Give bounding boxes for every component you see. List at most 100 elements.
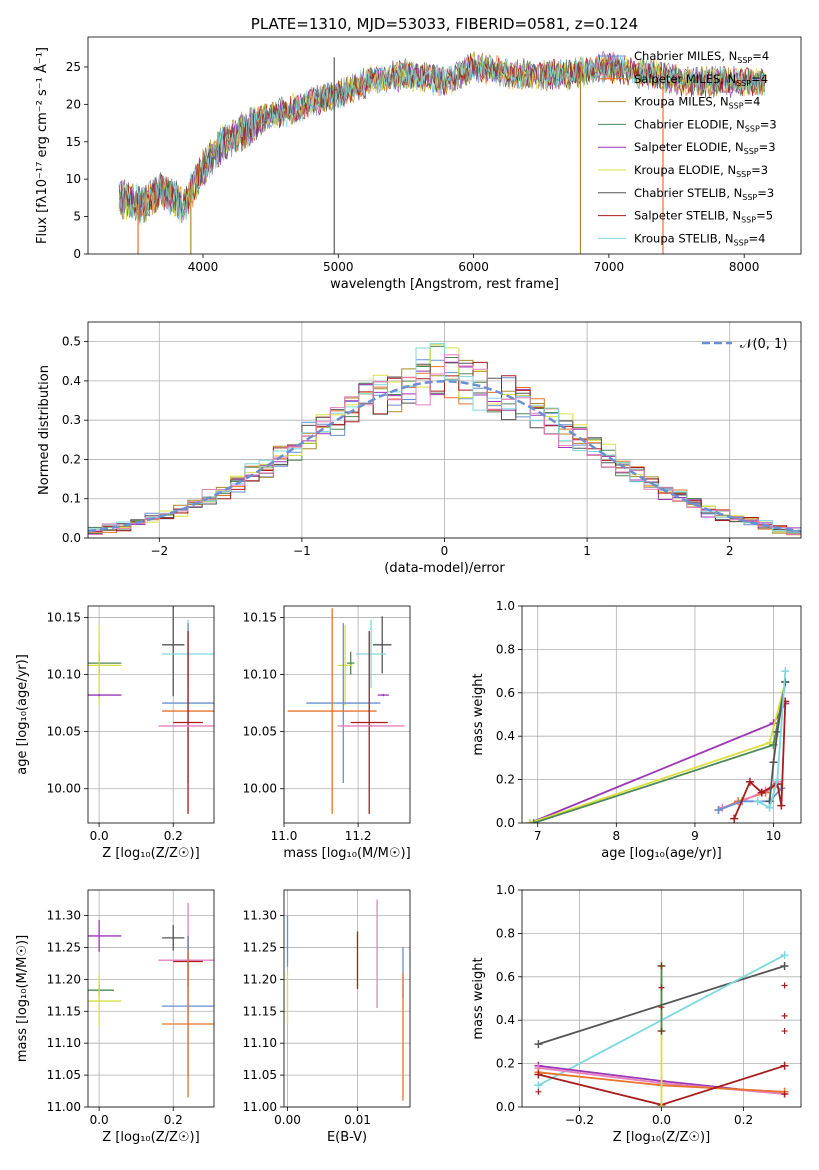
y-tick-label: 11.10 <box>243 1036 277 1050</box>
y-tick-label: 0.0 <box>496 1100 515 1114</box>
x-tick-label: 9 <box>691 829 699 843</box>
y-tick-label: 0.6 <box>496 686 515 700</box>
y-tick-label: 10 <box>66 172 81 186</box>
y-axis-label: age [log₁₀(age/yr)] <box>15 654 30 775</box>
x-tick-label: 0.0 <box>652 1113 671 1127</box>
y-tick-label: 0.8 <box>496 642 515 656</box>
age-vs-metallicity-panel: 0.0 0.2 10.00 10.05 10.10 10.15 Z [log₁₀(Z/Z☉)… <box>15 605 215 861</box>
plus-marker <box>777 801 786 810</box>
x-tick-label: 0 <box>441 544 449 558</box>
legend-entry: Kroupa ELODIE, NSSP=3 <box>634 163 768 179</box>
y-tick-label: 0.2 <box>496 773 515 787</box>
y-tick-label: 11.05 <box>47 1068 81 1082</box>
y-tick-label: 10.00 <box>47 782 81 796</box>
mass-vs-extinction-panel: 0.00 0.01 11.00 11.05 11.10 11.15 11.20 11.25 11… <box>243 889 411 1145</box>
plus-marker <box>780 1061 789 1070</box>
weight-series <box>768 681 787 802</box>
y-tick-label: 11.05 <box>243 1068 277 1082</box>
x-tick-label: −2 <box>150 544 168 558</box>
plus-marker <box>658 1028 665 1035</box>
x-tick-label: 1 <box>583 544 591 558</box>
plus-marker <box>781 982 788 989</box>
plus-marker <box>658 984 665 991</box>
plus-marker <box>781 667 790 676</box>
weight-lines <box>534 951 789 1107</box>
weight-vs-metallicity-panel: −0.2 0.0 0.2 0.0 0.2 0.4 0.6 0.8 1.0 Z [log₁₀(Z/Z… <box>471 883 802 1145</box>
plus-marker <box>730 814 739 823</box>
plus-marker <box>534 1040 543 1049</box>
x-axis-label: wavelength [Angstrom, rest frame] <box>330 277 559 292</box>
y-tick-label: 11.00 <box>47 1100 81 1114</box>
x-tick-label: 11.0 <box>271 829 298 843</box>
y-tick-label: 1.0 <box>496 599 515 613</box>
y-tick-label: 0.0 <box>496 816 515 830</box>
legend-entry: Salpeter STELIB, NSSP=5 <box>634 209 773 225</box>
x-axis-label: Z [log₁₀(Z/Z☉)] <box>102 1130 199 1145</box>
errorbar-point <box>173 631 203 814</box>
y-tick-label: 10.10 <box>47 668 81 682</box>
axes-frame <box>521 889 802 1108</box>
errorbars <box>286 899 404 1101</box>
y-tick-label: 10.15 <box>47 610 81 624</box>
plus-marker <box>780 961 789 970</box>
mass-vs-metallicity-panel: 0.0 0.2 11.00 11.05 11.10 11.15 11.20 11.25 11.3… <box>15 889 215 1145</box>
histogram-series <box>88 354 801 536</box>
x-axis-label: Z [log₁₀(Z/Z☉)] <box>102 846 199 861</box>
y-tick-label: 11.10 <box>47 1036 81 1050</box>
legend-entry: 𝒩(0, 1) <box>740 337 787 352</box>
plus-marker <box>529 819 538 823</box>
legend-entry: Chabrier STELIB, NSSP=3 <box>634 186 774 202</box>
errorbar-point <box>88 625 122 706</box>
legend: Chabrier MILES, NSSP=4 Salpeter MILES, NS… <box>598 49 777 247</box>
y-tick-label: 11.25 <box>47 940 81 954</box>
y-tick-label: 15 <box>66 135 81 149</box>
spectrum-panel: PLATE=1310, MJD=53033, FIBERID=0581, z=0… <box>34 15 802 292</box>
legend-entry: Salpeter ELODIE, NSSP=3 <box>634 140 776 156</box>
plus-marker <box>773 775 782 784</box>
y-tick-label: 10.15 <box>243 610 277 624</box>
x-tick-label: −0.2 <box>565 1113 594 1127</box>
axes-frame <box>87 36 802 255</box>
y-tick-label: 0.0 <box>62 531 81 545</box>
x-tick-label: 4000 <box>188 260 219 274</box>
y-tick-label: 10.05 <box>243 725 277 739</box>
axes-frame <box>87 605 215 824</box>
errorbar-point <box>88 693 122 697</box>
y-tick-label: 11.20 <box>243 972 277 986</box>
y-tick-label: 10.00 <box>243 782 277 796</box>
y-axis-label: mass weight <box>471 673 486 755</box>
weight-series <box>529 703 787 823</box>
plus-marker <box>745 777 754 786</box>
y-tick-label: 1.0 <box>496 883 515 897</box>
errorbar-point <box>377 693 389 697</box>
legend-entry: Salpeter MILES, NSSP=4 <box>634 72 768 88</box>
x-tick-label: 5000 <box>323 260 354 274</box>
plus-marker <box>765 803 774 812</box>
errorbar-point <box>347 651 355 675</box>
plus-marker <box>534 1081 543 1090</box>
x-tick-label: 7 <box>534 829 542 843</box>
x-axis-label: age [log₁₀(age/yr)] <box>601 846 722 861</box>
x-tick-label: 0.2 <box>734 1113 753 1127</box>
x-tick-label: 10 <box>766 829 781 843</box>
x-tick-label: 0.00 <box>274 1113 301 1127</box>
y-tick-label: 11.15 <box>47 1004 81 1018</box>
legend-entry: Kroupa MILES, NSSP=4 <box>634 95 760 111</box>
legend-entry: Kroupa STELIB, NSSP=4 <box>634 231 765 247</box>
weight-series <box>757 671 787 810</box>
plus-marker <box>525 819 534 823</box>
plus-marker <box>658 1004 665 1011</box>
spectrum-series <box>118 54 765 226</box>
x-axis-label: mass [log₁₀(M/M☉)] <box>283 846 410 861</box>
weight-series <box>733 701 787 820</box>
y-tick-label: 0.2 <box>496 1057 515 1071</box>
y-tick-label: 11.00 <box>243 1100 277 1114</box>
plus-marker <box>657 1103 666 1107</box>
spectrum-series <box>118 52 765 223</box>
errorbar-point <box>162 606 185 697</box>
y-tick-label: 10.05 <box>47 725 81 739</box>
y-tick-label: 20 <box>66 97 81 111</box>
errorbars <box>88 606 214 814</box>
axes-frame <box>87 321 802 539</box>
residual-histogram-panel: −2 −1 0 1 2 0.0 0.1 0.2 0.3 0.4 0.5 (data-model)/er… <box>37 321 802 576</box>
